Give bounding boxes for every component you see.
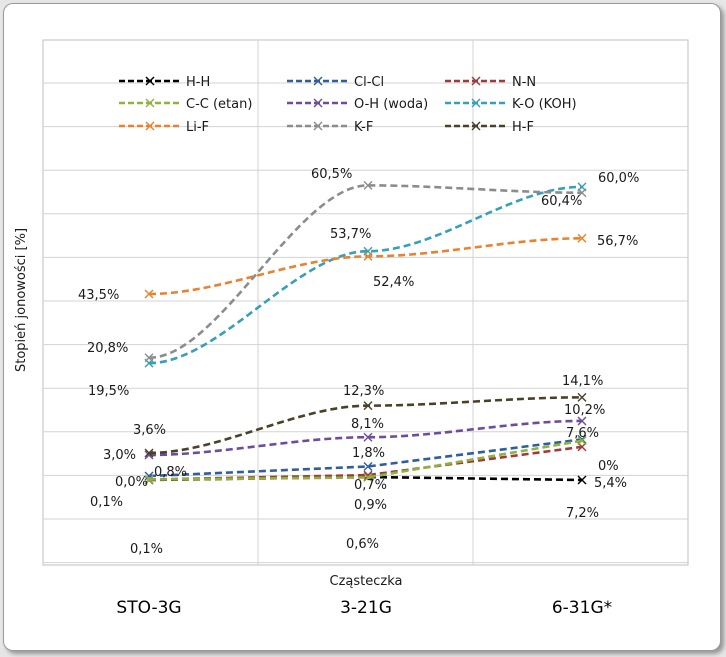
data-point-marker (144, 353, 154, 363)
data-point-marker (363, 401, 373, 411)
legend-item: H-F (445, 120, 534, 135)
legend-label: O-H (woda) (354, 97, 428, 112)
data-point-marker (144, 289, 154, 299)
data-label: 0,1% (130, 542, 163, 557)
series-line (148, 185, 583, 365)
legend-item: O-H (woda) (287, 97, 428, 112)
x-axis-label: Cząsteczka (330, 574, 403, 589)
data-point-marker (144, 475, 154, 485)
y-axis-label: Stopień jonowości [%] (14, 228, 29, 372)
series-lines (144, 180, 587, 485)
series-line (148, 184, 583, 360)
data-label: 12,3% (343, 384, 384, 399)
series-line (148, 439, 583, 481)
data-label: 60,4% (541, 194, 582, 209)
data-point-marker (144, 448, 154, 458)
category-label: STO-3G (116, 598, 181, 618)
data-label: 8,1% (351, 417, 384, 432)
data-label: 0,0% (115, 475, 148, 490)
data-label: 52,4% (373, 275, 414, 290)
data-point-marker (363, 461, 373, 471)
series-line (148, 438, 583, 478)
data-label: 0,6% (346, 537, 379, 552)
legend-label: H-F (512, 120, 534, 135)
data-point-marker (577, 392, 587, 402)
legend-label: H-H (186, 75, 210, 90)
data-point-marker (363, 432, 373, 442)
data-label: 0% (598, 459, 619, 474)
data-point-marker (363, 251, 373, 261)
data-point-marker (363, 472, 373, 482)
data-label: 5,4% (594, 476, 627, 491)
data-point-marker (577, 475, 587, 485)
data-label: 60,5% (311, 167, 352, 182)
data-labels: 0,0% 0,7% 0% 0,8% 1,8% 7,6% 0,1% 0,9% 5,4% 0,1% 0,… (78, 167, 639, 557)
data-label: 0,7% (354, 478, 387, 493)
series-line (148, 419, 583, 457)
data-point-marker (577, 436, 587, 446)
data-label: 7,2% (566, 506, 599, 521)
data-point-marker (577, 233, 587, 243)
legend-item: K-F (287, 120, 373, 135)
category-label: 6-31G* (552, 598, 612, 618)
legend-label: K-O (KOH) (512, 97, 577, 112)
legend-item: H-H (119, 75, 210, 90)
legend-item: N-N (445, 75, 536, 90)
legend-item: C-C (etan) (119, 97, 252, 112)
legend-item: Li-F (119, 120, 209, 135)
legend-item: K-O (KOH) (445, 97, 577, 112)
data-label: 0,1% (90, 495, 123, 510)
legend-label: N-N (512, 75, 536, 90)
data-label: 53,7% (330, 227, 371, 242)
legend-label: Cl-Cl (354, 75, 384, 90)
data-label: 0,8% (154, 465, 187, 480)
data-label: 43,5% (78, 288, 119, 303)
legend-label: C-C (etan) (186, 97, 252, 112)
data-label: 1,8% (352, 446, 385, 461)
data-label: 19,5% (88, 384, 129, 399)
data-point-marker (363, 180, 373, 190)
data-label: 3,0% (103, 448, 136, 463)
legend: H-H Cl-Cl N-N C-C (etan) O-H (woda) K-O (KOH)… (119, 75, 577, 135)
data-label: 14,1% (562, 374, 603, 389)
data-point-marker (577, 188, 587, 198)
category-labels: STO-3G 3-21G 6-31G* (116, 598, 612, 618)
data-point-marker (577, 416, 587, 426)
legend-label: Li-F (186, 120, 209, 135)
data-label: 20,8% (87, 341, 128, 356)
data-label: 7,6% (566, 426, 599, 441)
data-label: 10,2% (564, 403, 605, 418)
legend-label: K-F (354, 120, 373, 135)
legend-item: Cl-Cl (287, 75, 384, 90)
data-label: 0,9% (354, 498, 387, 513)
data-label: 60,0% (598, 171, 639, 186)
data-label: 56,7% (597, 234, 638, 249)
data-label: 3,6% (133, 423, 166, 438)
category-label: 3-21G (340, 598, 392, 618)
